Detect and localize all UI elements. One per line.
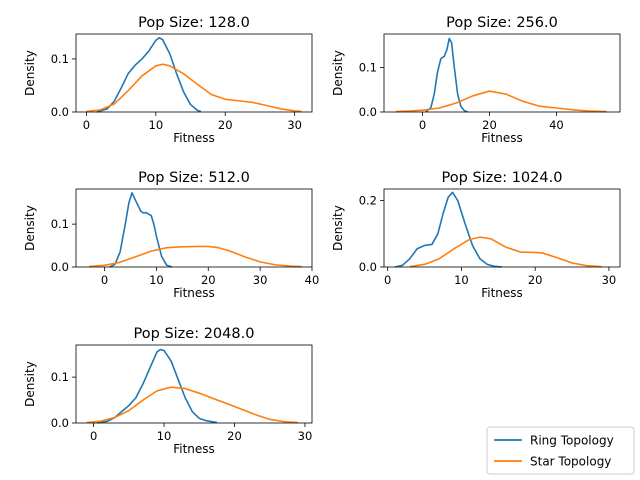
x-tick-label: 10 (157, 429, 172, 443)
x-axis-label: Fitness (481, 131, 523, 145)
x-tick-label: 10 (454, 273, 469, 287)
x-tick-label: 0 (419, 118, 426, 132)
series-line-ring (96, 36, 202, 113)
legend-label-star: Star Topology (530, 455, 611, 469)
x-tick-label: 20 (482, 118, 497, 132)
series-line-star (395, 90, 607, 113)
subplot-title: Pop Size: 1024.0 (442, 170, 563, 186)
subplot-2: Pop Size: 256.0 0 20 40 0.0 0.1 Fitness Density (331, 15, 621, 145)
x-axis-label: Fitness (481, 286, 523, 300)
x-axis-label: Fitness (173, 131, 215, 145)
subplot-title: Pop Size: 512.0 (138, 170, 250, 186)
series-line-ring (96, 348, 218, 424)
x-tick-label: 10 (149, 118, 164, 132)
x-tick-label: 30 (602, 273, 617, 287)
legend-frame (486, 426, 635, 475)
x-tick-label: 20 (528, 273, 543, 287)
series-line-ring (425, 37, 468, 113)
y-axis-label: Density (23, 361, 37, 407)
y-tick-label: 0.0 (359, 105, 377, 119)
subplot-title: Pop Size: 256.0 (446, 15, 558, 31)
x-tick-label: 40 (549, 118, 564, 132)
x-tick-label: 30 (253, 273, 268, 287)
plot-frame (75, 344, 313, 424)
x-tick-label: 20 (218, 118, 233, 132)
y-axis-label: Density (331, 50, 345, 96)
series-line-ring (109, 192, 173, 268)
x-axis-label: Fitness (173, 286, 215, 300)
x-tick-label: 30 (287, 118, 302, 132)
subplot-3: Pop Size: 512.0 0 10 20 30 40 0.0 0.1 Fitness Den… (23, 170, 319, 300)
y-tick-label: 0.1 (359, 60, 377, 74)
subplot-1: Pop Size: 128.0 0 10 20 30 0.0 0.1 Fitness Densi… (23, 15, 313, 145)
subplot-4: Pop Size: 1024.0 0 10 20 30 0.0 0.2 Fitness Dens… (331, 170, 621, 300)
y-axis-label: Density (23, 50, 37, 96)
series-line-star (409, 236, 602, 268)
y-tick-label: 0.0 (51, 105, 69, 119)
legend-label-ring: Ring Topology (530, 434, 614, 448)
y-tick-label: 0.1 (51, 217, 69, 231)
plot-frame (383, 33, 621, 113)
subplot-title: Pop Size: 2048.0 (134, 326, 255, 342)
plot-frame (75, 188, 313, 268)
x-tick-label: 40 (305, 273, 320, 287)
x-tick-label: 30 (298, 429, 313, 443)
y-tick-label: 0.2 (359, 194, 377, 208)
y-axis-label: Density (331, 205, 345, 251)
y-tick-label: 0.1 (51, 370, 69, 384)
x-tick-label: 10 (149, 273, 164, 287)
series-line-ring (394, 191, 503, 268)
y-tick-label: 0.0 (51, 260, 69, 274)
x-tick-label: 0 (101, 273, 108, 287)
x-tick-label: 0 (90, 429, 97, 443)
x-tick-label: 20 (201, 273, 216, 287)
x-tick-label: 0 (83, 118, 90, 132)
plot-frame (383, 188, 621, 268)
legend: Ring Topology Star Topology (486, 426, 635, 475)
y-tick-label: 0.0 (359, 260, 377, 274)
series-line-star (88, 245, 302, 268)
subplot-5: Pop Size: 2048.0 0 10 20 30 0.0 0.1 Fitness Dens… (23, 326, 313, 456)
series-line-star (86, 386, 298, 424)
y-axis-label: Density (23, 205, 37, 251)
series-line-star (86, 63, 302, 113)
plot-frame (75, 33, 313, 113)
subplot-title: Pop Size: 128.0 (138, 15, 250, 31)
x-tick-label: 20 (227, 429, 242, 443)
x-axis-label: Fitness (173, 442, 215, 456)
y-tick-label: 0.1 (51, 52, 69, 66)
y-tick-label: 0.0 (51, 416, 69, 430)
x-tick-label: 0 (384, 273, 391, 287)
